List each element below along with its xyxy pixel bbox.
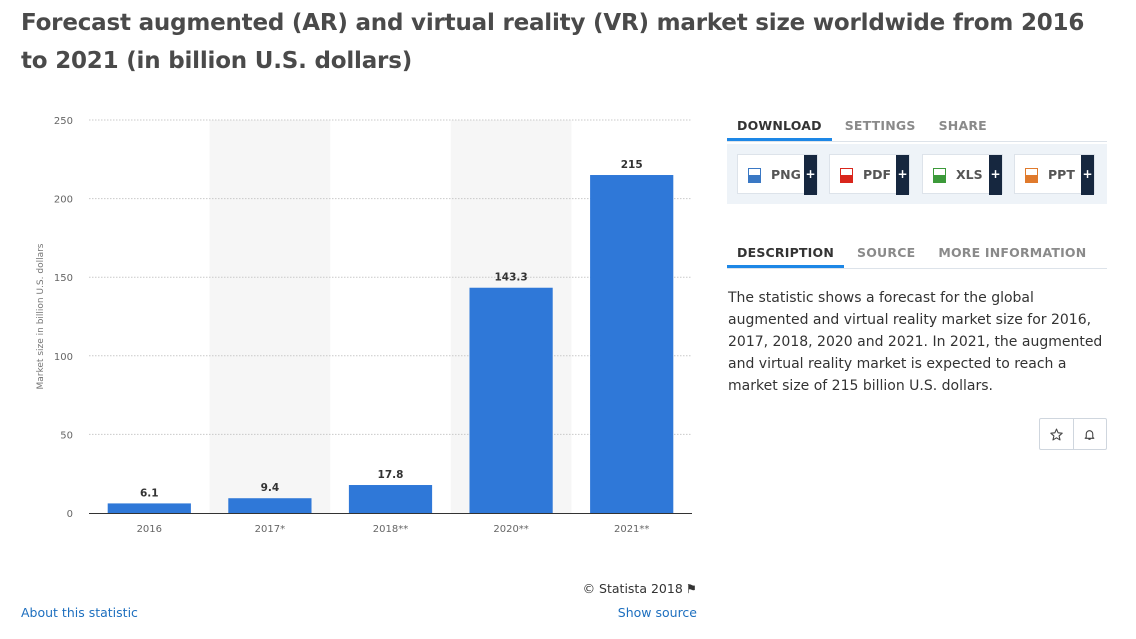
pdf-file-icon bbox=[840, 168, 853, 183]
x-tick-label: 2021** bbox=[614, 524, 649, 535]
show-source-link[interactable]: Show source bbox=[617, 605, 697, 620]
tab-source[interactable]: SOURCE bbox=[857, 245, 916, 260]
action-buttons bbox=[1039, 418, 1107, 450]
bar bbox=[107, 503, 191, 513]
x-tick-label: 2016 bbox=[137, 524, 162, 535]
data-label: 215 bbox=[621, 159, 643, 171]
download-label: PPT bbox=[1048, 167, 1075, 182]
data-label: 143.3 bbox=[494, 272, 527, 284]
bar bbox=[348, 485, 433, 513]
column-band bbox=[209, 120, 331, 513]
data-label: 6.1 bbox=[140, 487, 159, 499]
bar bbox=[469, 287, 553, 513]
download-label: PDF bbox=[863, 167, 892, 182]
copyright-notice: © Statista 2018 ⚑ bbox=[560, 581, 697, 596]
tab-download[interactable]: DOWNLOAD bbox=[727, 113, 832, 141]
xls-file-icon bbox=[933, 168, 946, 183]
chart-title: Forecast augmented (AR) and virtual real… bbox=[21, 10, 1085, 74]
download-label: XLS bbox=[956, 167, 983, 182]
x-tick-label: 2020** bbox=[493, 524, 528, 535]
y-tick-label: 150 bbox=[54, 273, 73, 284]
download-label: PNG bbox=[771, 167, 801, 182]
star-icon bbox=[1050, 428, 1063, 440]
y-tick-label: 50 bbox=[60, 430, 73, 441]
download-png-button[interactable]: PNG + bbox=[737, 154, 818, 195]
plus-icon: + bbox=[989, 155, 1002, 195]
plus-icon: + bbox=[804, 155, 817, 195]
download-panel: PNG + PDF + XLS + PPT + bbox=[727, 144, 1107, 204]
notification-button[interactable] bbox=[1072, 419, 1107, 449]
info-tabs: DESCRIPTION SOURCE MORE INFORMATION bbox=[727, 240, 1107, 269]
copyright-text: © Statista 2018 bbox=[582, 581, 683, 596]
tab-share[interactable]: SHARE bbox=[938, 118, 987, 133]
ppt-file-icon bbox=[1025, 168, 1038, 183]
y-tick-label: 200 bbox=[54, 195, 73, 206]
plus-icon: + bbox=[896, 155, 909, 195]
bookmark-button[interactable] bbox=[1040, 419, 1073, 449]
png-file-icon bbox=[748, 168, 761, 183]
bell-icon bbox=[1084, 429, 1095, 440]
bar-chart: 0 50 100 150 200 250 6.1 2016 9.4 2017* 17.8 2018**… bbox=[36, 116, 692, 535]
data-label: 17.8 bbox=[378, 469, 404, 481]
y-tick-label: 0 bbox=[67, 509, 73, 520]
about-statistic-link[interactable]: About this statistic bbox=[21, 605, 138, 620]
data-label: 9.4 bbox=[261, 482, 280, 494]
y-tick-label: 250 bbox=[54, 116, 73, 127]
bar bbox=[590, 175, 674, 513]
bar bbox=[228, 498, 312, 513]
description-text: The statistic shows a forecast for the g… bbox=[728, 290, 1103, 394]
download-pdf-button[interactable]: PDF + bbox=[829, 154, 910, 195]
y-tick-label: 100 bbox=[54, 352, 73, 363]
download-tabs: DOWNLOAD SETTINGS SHARE bbox=[727, 113, 1107, 142]
download-xls-button[interactable]: XLS + bbox=[922, 154, 1003, 195]
tab-settings[interactable]: SETTINGS bbox=[844, 118, 916, 133]
download-ppt-button[interactable]: PPT + bbox=[1014, 154, 1095, 195]
flag-icon[interactable]: ⚑ bbox=[685, 581, 697, 596]
tab-description[interactable]: DESCRIPTION bbox=[727, 240, 844, 268]
y-axis-label: Market size in billion U.S. dollars bbox=[36, 243, 46, 389]
x-tick-label: 2017* bbox=[255, 524, 285, 535]
tab-more-information[interactable]: MORE INFORMATION bbox=[938, 245, 1087, 260]
plus-icon: + bbox=[1081, 155, 1094, 195]
x-tick-label: 2018** bbox=[373, 524, 408, 535]
